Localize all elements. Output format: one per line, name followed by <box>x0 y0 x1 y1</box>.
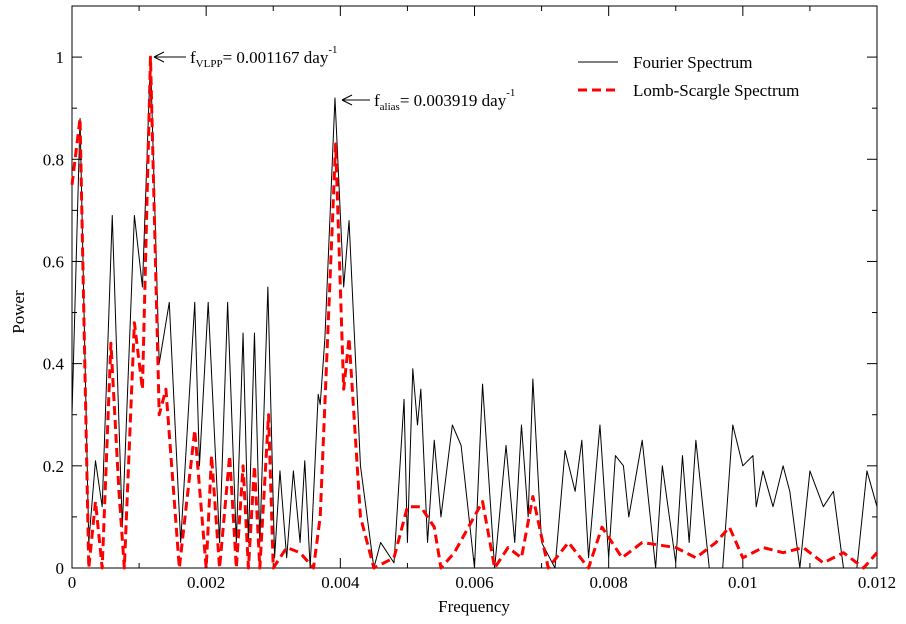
annotation-text: fVLPP= 0.001167 day-1 <box>190 44 338 70</box>
arrow-head <box>153 51 165 63</box>
y-tick-label: 1 <box>56 48 65 67</box>
annotation: falias= 0.003919 day-1 <box>341 87 515 113</box>
annotation-rest: = 0.003919 day <box>400 91 507 110</box>
annotation-f: f <box>190 48 196 67</box>
y-tick-label: 0 <box>56 559 65 578</box>
x-tick-label: 0.01 <box>728 573 758 592</box>
annotation-rest: = 0.001167 day <box>223 48 329 67</box>
series-line <box>71 56 878 569</box>
annotation-sub: VLPP <box>196 58 223 70</box>
annotation: fVLPP= 0.001167 day-1 <box>153 44 338 70</box>
x-tick-label: 0.012 <box>858 573 896 592</box>
annotation-sub: alias <box>380 101 400 113</box>
legend-label: Lomb-Scargle Spectrum <box>633 81 799 100</box>
y-tick-label: 0.2 <box>43 457 64 476</box>
y-tick-label: 0.8 <box>43 150 64 169</box>
series-line <box>70 55 879 570</box>
y-tick-label: 0.4 <box>43 355 65 374</box>
x-axis-label: Frequency <box>438 597 510 616</box>
x-tick-label: 0 <box>68 573 77 592</box>
y-tick-label: 0.6 <box>43 252 64 271</box>
y-axis-label: Power <box>9 290 28 334</box>
x-tick-label: 0.006 <box>455 573 493 592</box>
x-tick-label: 0.002 <box>187 573 225 592</box>
arrow-head <box>341 94 353 106</box>
annotation-sup: -1 <box>506 87 515 99</box>
legend-label: Fourier Spectrum <box>633 53 752 72</box>
x-tick-label: 0.008 <box>590 573 628 592</box>
annotation-sup: -1 <box>328 44 337 56</box>
annotation-text: falias= 0.003919 day-1 <box>374 87 515 113</box>
x-tick-label: 0.004 <box>321 573 360 592</box>
annotation-f: f <box>374 91 380 110</box>
